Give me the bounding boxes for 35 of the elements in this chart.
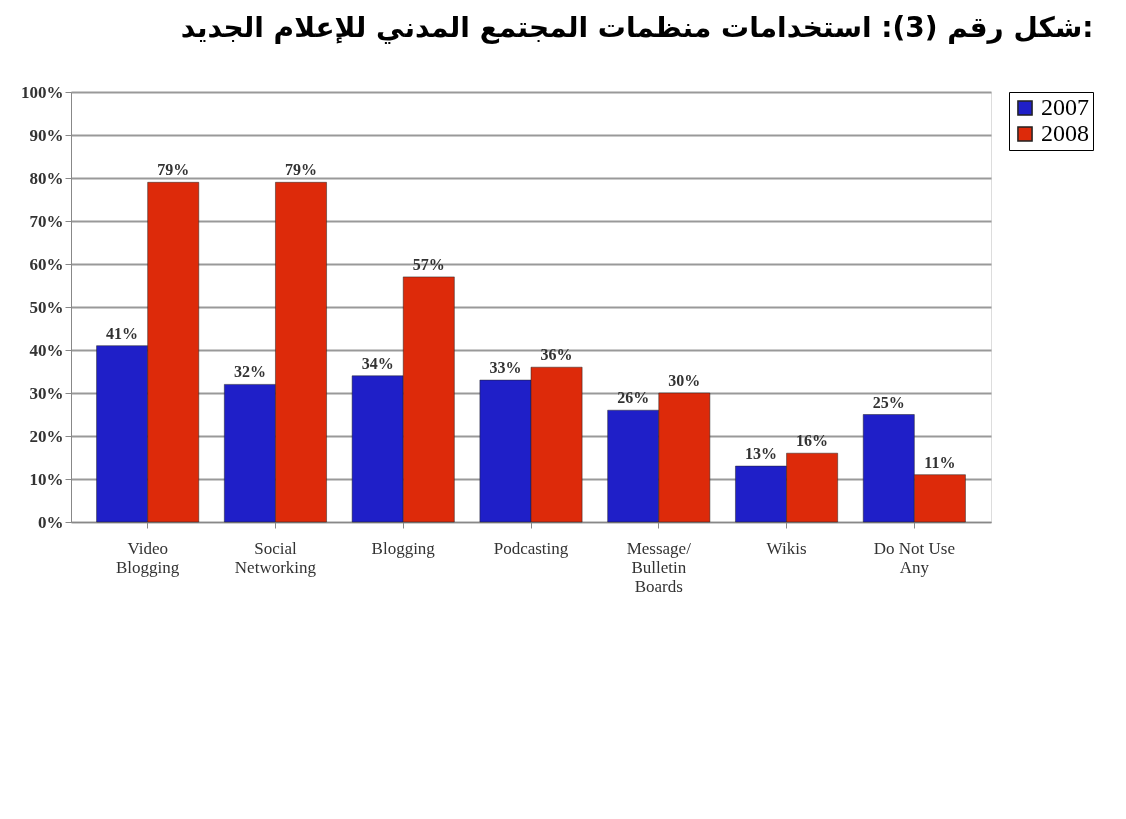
data-label: 41% xyxy=(106,324,139,342)
y-tick-label: 30% xyxy=(29,383,64,403)
data-label: 25% xyxy=(872,393,905,411)
y-tick-label: 0% xyxy=(38,512,64,532)
x-tick-label: Message/ Bulletin Boards xyxy=(626,538,692,596)
y-tick-label: 70% xyxy=(29,211,64,231)
y-tick-label: 60% xyxy=(29,254,64,274)
data-label: 57% xyxy=(412,255,445,273)
data-label: 11% xyxy=(924,453,956,471)
data-label: 30% xyxy=(668,372,701,389)
data-label: 34% xyxy=(361,354,394,372)
x-tick-label: Podcasting xyxy=(493,538,569,558)
data-label: 26% xyxy=(617,389,650,407)
x-tick-label: Blogging xyxy=(371,538,436,558)
data-label: 36% xyxy=(540,346,573,364)
y-tick-label: 80% xyxy=(29,168,64,188)
x-tick-label: Do Not Use Any xyxy=(873,538,955,577)
x-tick-label: Video Blogging xyxy=(116,538,180,577)
y-tick-label: 90% xyxy=(29,125,64,145)
y-tick-label: 50% xyxy=(29,297,64,317)
x-tick-label: Wikis xyxy=(766,538,807,558)
y-tick-label: 10% xyxy=(29,469,64,489)
x-tick-label: Social Networking xyxy=(234,538,317,577)
y-tick-label: 40% xyxy=(29,340,64,360)
data-label: 13% xyxy=(745,445,777,463)
y-tick-label: 100% xyxy=(21,82,64,102)
data-label: 33% xyxy=(489,359,522,377)
data-label: 32% xyxy=(233,363,266,381)
y-tick-label: 20% xyxy=(29,426,64,446)
data-label: 79% xyxy=(157,161,190,179)
legend-label: 2007 xyxy=(1041,94,1089,120)
legend-label: 2008 xyxy=(1041,120,1089,146)
data-label: 16% xyxy=(796,432,829,450)
data-label: 79% xyxy=(285,161,317,179)
chart-title: شكل رقم (3): استخدامات منظمات المجتمع المدني للإعلام الجديد: xyxy=(180,11,1094,44)
